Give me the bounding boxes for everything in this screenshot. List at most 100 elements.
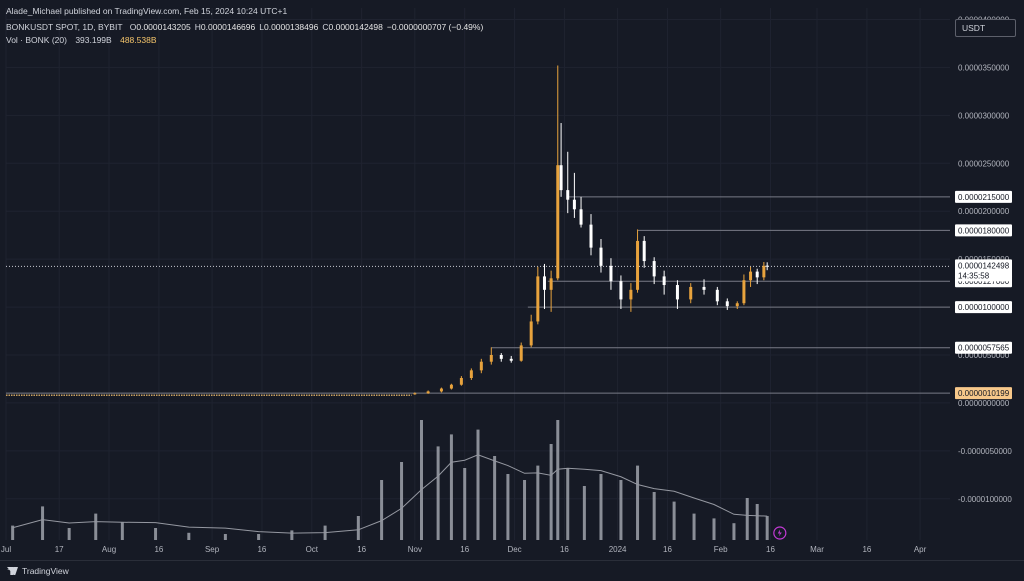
candle-body	[479, 361, 483, 371]
candle-layer	[6, 65, 769, 397]
candle-body	[675, 285, 679, 300]
x-tick-label: Jul	[1, 545, 11, 554]
x-tick-label: 17	[55, 545, 64, 554]
candle-body	[439, 388, 443, 392]
volume-bar	[652, 492, 656, 540]
candle-body	[755, 271, 759, 278]
candle-body	[629, 289, 633, 300]
candle-body	[469, 370, 473, 379]
candle-body	[549, 278, 553, 290]
y-tick-label: 0.0000300000	[958, 111, 1010, 120]
volume-bar	[692, 513, 696, 540]
level-layer	[6, 196, 950, 394]
volume-bar	[672, 501, 676, 540]
candle-body	[762, 265, 766, 278]
volume-bar	[11, 525, 15, 540]
last-price-label: 0.0000142498	[958, 261, 1010, 270]
volume-bar	[400, 462, 404, 540]
candle-body	[499, 354, 503, 359]
ohlc-value: 0.0000146696	[200, 22, 256, 32]
volume-legend[interactable]: Vol · BONK (20) 393.199B 488.538B	[6, 35, 157, 45]
volume-layer	[11, 420, 769, 540]
symbol-line[interactable]: BONKUSDT SPOT, 1D, BYBIT	[6, 22, 123, 32]
volume-bar	[380, 480, 384, 540]
y-tick-label: 0.0000250000	[958, 159, 1010, 168]
ohlc-value: 0.0000138496	[263, 22, 319, 32]
tradingview-logo[interactable]: TradingView	[7, 566, 69, 576]
price-label-text: 0.0000057565	[958, 344, 1010, 353]
candle-body	[662, 276, 666, 286]
price-label-box	[955, 190, 1012, 203]
candle-body	[742, 280, 746, 304]
volume-bar	[536, 465, 540, 540]
volume-bar	[436, 446, 440, 540]
candle-body	[636, 240, 640, 290]
footer-bar: TradingView	[0, 560, 1024, 581]
volume-bar	[41, 506, 45, 540]
candle-body	[556, 165, 560, 279]
x-tick-label: Oct	[306, 545, 319, 554]
price-labels: 0.0000215000 0.0000180000 0.0000127000 0.00…	[773, 190, 1012, 540]
candle-body	[449, 384, 453, 389]
volume-bar	[154, 528, 158, 540]
x-tick-label: 16	[460, 545, 469, 554]
time-axis[interactable]: Jul 17 Aug 16 Sep 16 Oct 16 Nov 16 Dec 16 2024 16 Feb 1…	[1, 545, 927, 554]
ohlc-key: C	[322, 22, 329, 32]
volume-bar	[556, 420, 560, 540]
volume-bar	[523, 480, 527, 540]
x-tick-label: 16	[357, 545, 366, 554]
x-tick-label: 16	[862, 545, 871, 554]
candle-body	[519, 345, 523, 361]
volume-bar	[356, 516, 360, 540]
volume-bar	[732, 523, 736, 540]
volume-bar	[290, 530, 294, 540]
volume-bar	[493, 456, 497, 540]
volume-bar	[765, 516, 769, 540]
candle-body	[749, 271, 753, 281]
symbol-info[interactable]: BONKUSDT SPOT, 1D, BYBIT O0.0000143205 H0…	[6, 22, 487, 32]
volume-value: 393.199B	[75, 35, 112, 45]
volume-bar	[187, 532, 191, 540]
lightning-icon	[773, 526, 787, 540]
candle-body	[599, 247, 603, 266]
candle-body	[765, 265, 769, 267]
volume-bar	[506, 474, 510, 540]
price-label-text: 0.0000180000	[958, 226, 1010, 235]
x-tick-label: 16	[663, 545, 672, 554]
volume-bar	[257, 534, 261, 540]
ohlc-value: 0.0000142498	[328, 22, 383, 32]
candle-body	[642, 240, 646, 262]
candle-body	[715, 289, 719, 302]
published-by: Alade_Michael published on TradingView.c…	[6, 6, 288, 16]
volume-ma-value: 488.538B	[120, 35, 157, 45]
brand-name: TradingView	[22, 566, 69, 576]
x-tick-label: Nov	[408, 545, 422, 554]
candle-body	[619, 281, 623, 300]
ohlc-key: O	[129, 22, 137, 32]
candle-body	[652, 261, 656, 277]
candle-body	[413, 393, 417, 395]
currency-button[interactable]: USDT	[955, 19, 1016, 37]
x-tick-label: Dec	[507, 545, 521, 554]
candle-body	[566, 190, 570, 200]
candle-body	[609, 265, 613, 282]
volume-bar	[599, 474, 603, 540]
candle-body	[589, 224, 593, 248]
candle-body	[689, 286, 693, 300]
volume-bar	[120, 522, 124, 540]
y-tick-label: 0.0000200000	[958, 207, 1010, 216]
x-tick-label: Feb	[714, 545, 728, 554]
y-tick-label: 0.0000000000	[958, 399, 1010, 408]
candle-body	[735, 303, 739, 307]
volume-bar	[67, 528, 71, 540]
volume-bar	[582, 486, 586, 540]
x-tick-label: 16	[257, 545, 266, 554]
candle-body	[725, 301, 729, 307]
countdown-label: 14:35:58	[958, 271, 990, 280]
volume-bar	[619, 480, 623, 540]
volume-bar	[476, 429, 480, 540]
price-label-text: 0.0000215000	[958, 193, 1010, 202]
candle-body	[489, 354, 493, 362]
